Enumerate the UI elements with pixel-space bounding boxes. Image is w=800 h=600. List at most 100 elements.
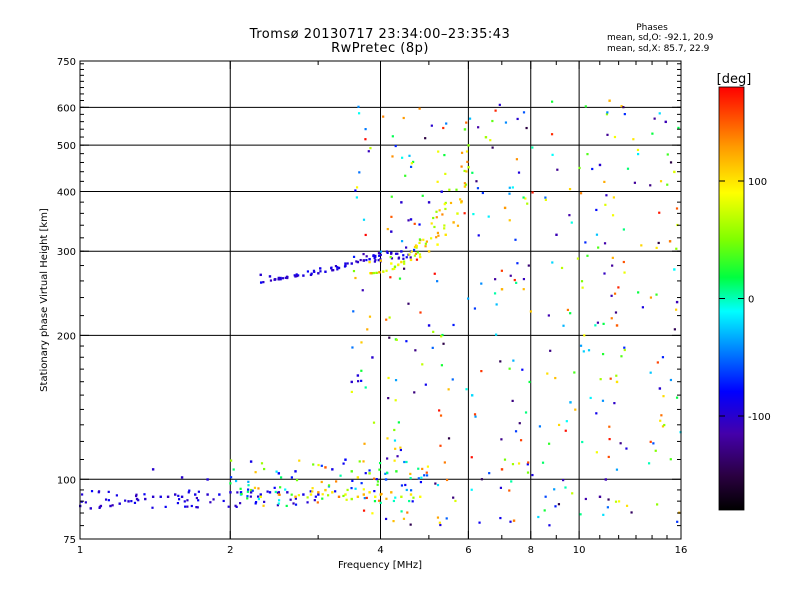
data-point	[259, 273, 262, 277]
data-point	[467, 297, 470, 300]
data-point	[184, 505, 187, 508]
data-point	[379, 258, 382, 261]
data-point	[292, 502, 295, 505]
data-point	[357, 105, 360, 108]
x-axis-label: Frequency [MHz]	[338, 560, 422, 571]
data-point	[471, 171, 474, 174]
data-point	[571, 492, 574, 495]
data-point	[513, 278, 516, 282]
data-point	[480, 282, 483, 285]
data-point	[424, 137, 427, 140]
data-point	[240, 492, 243, 496]
data-point	[239, 487, 242, 490]
data-point	[604, 203, 607, 206]
data-point	[295, 479, 299, 482]
data-point	[397, 421, 400, 424]
data-point	[440, 335, 443, 338]
data-point	[277, 502, 280, 505]
data-point	[362, 509, 366, 512]
data-point	[227, 505, 230, 508]
data-point	[409, 523, 412, 526]
data-point	[334, 264, 338, 268]
data-point	[426, 465, 430, 468]
data-point	[368, 260, 371, 264]
data-point	[257, 487, 260, 490]
data-point	[293, 274, 296, 277]
data-point	[410, 162, 413, 165]
data-point	[356, 260, 360, 264]
data-point	[144, 497, 147, 501]
data-point	[314, 495, 317, 498]
data-point	[509, 520, 512, 523]
data-point	[611, 264, 614, 267]
data-point	[598, 163, 602, 167]
data-point	[285, 275, 289, 278]
data-point	[658, 112, 661, 115]
data-point	[177, 494, 180, 497]
data-point	[495, 333, 498, 336]
data-point	[454, 499, 457, 503]
data-point	[511, 399, 514, 402]
data-point	[444, 172, 447, 176]
data-point	[372, 421, 376, 424]
data-point	[319, 267, 322, 270]
data-point	[463, 212, 466, 215]
data-point	[134, 494, 138, 498]
data-point	[373, 477, 376, 480]
data-point	[653, 117, 656, 120]
data-point	[659, 419, 662, 422]
data-point	[164, 505, 167, 508]
data-point	[465, 150, 469, 153]
data-point	[443, 227, 446, 230]
data-point	[649, 371, 652, 374]
data-point	[311, 490, 314, 493]
data-point	[262, 281, 265, 284]
data-point	[229, 459, 233, 462]
data-point	[352, 255, 356, 258]
data-point	[358, 460, 361, 463]
data-point	[476, 187, 480, 190]
data-point	[351, 479, 354, 482]
data-point	[474, 415, 477, 418]
data-point	[569, 401, 572, 404]
data-point	[434, 482, 437, 485]
data-point	[107, 499, 110, 502]
data-point	[551, 261, 554, 264]
data-point	[514, 238, 517, 241]
data-point	[378, 468, 381, 471]
data-point	[550, 100, 554, 103]
data-point	[423, 474, 426, 477]
data-point	[418, 253, 422, 256]
data-point	[522, 196, 525, 199]
data-point	[553, 488, 556, 491]
data-point	[151, 495, 155, 498]
data-point	[399, 448, 402, 452]
data-point	[246, 497, 249, 500]
data-point	[396, 455, 399, 458]
data-point	[379, 259, 382, 262]
data-point	[377, 499, 381, 502]
data-point	[651, 132, 654, 135]
data-point	[109, 504, 112, 508]
data-point	[246, 495, 249, 498]
data-point	[430, 237, 433, 240]
data-point	[417, 477, 420, 480]
data-point	[206, 478, 209, 481]
data-point	[444, 233, 447, 236]
data-point	[529, 310, 532, 313]
data-point	[607, 498, 610, 501]
data-point	[97, 490, 101, 493]
data-point	[380, 492, 383, 496]
data-point	[364, 138, 367, 141]
data-point	[402, 267, 406, 270]
data-point	[396, 252, 399, 255]
data-point	[356, 374, 360, 377]
data-point	[416, 251, 419, 254]
data-point	[273, 486, 276, 489]
data-point	[384, 517, 388, 521]
data-point	[350, 487, 353, 490]
data-point	[508, 192, 511, 195]
data-point	[494, 278, 497, 281]
data-point	[550, 133, 554, 136]
data-point	[541, 461, 545, 464]
